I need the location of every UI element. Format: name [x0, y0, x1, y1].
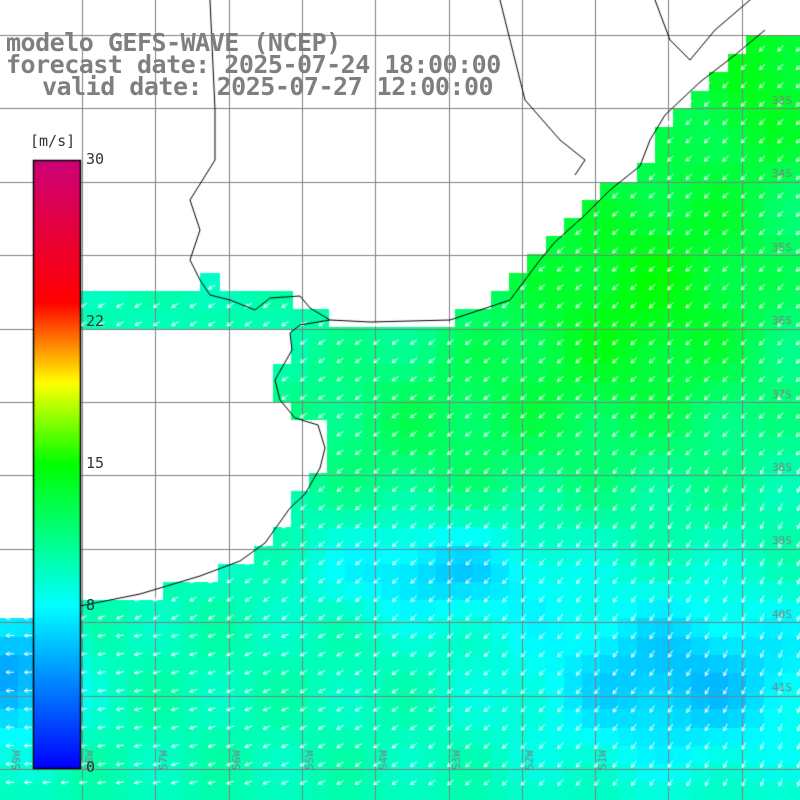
colorbar-tick-22: 22	[86, 312, 105, 331]
colorbar-tick-30: 30	[86, 150, 105, 168]
model-title: modelo GEFS-WAVE (NCEP)	[6, 28, 341, 57]
colorbar-units: [m/s]	[30, 132, 76, 150]
forecast-date: forecast date: 2025-07-24 18:00:00	[6, 50, 501, 79]
colorbar-tick-0: 0	[86, 758, 96, 776]
colorbar-tick-8: 8	[86, 595, 96, 614]
colorbar-tick-15: 15	[86, 454, 105, 472]
valid-date: valid date: 2025-07-27 12:00:00	[42, 72, 494, 101]
